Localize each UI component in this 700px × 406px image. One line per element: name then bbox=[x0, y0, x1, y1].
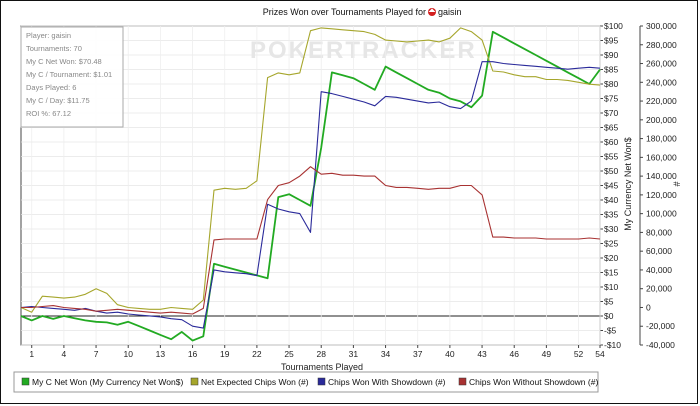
x-tick-label: 4 bbox=[62, 349, 67, 359]
money-tick-label: $60 bbox=[604, 137, 618, 147]
money-tick-label: $100 bbox=[604, 21, 623, 31]
chips-tick-label: 220,000 bbox=[646, 96, 677, 106]
money-tick-label: $0 bbox=[604, 311, 614, 321]
chips-tick-label: 20,000 bbox=[646, 284, 672, 294]
chips-tick-label: 160,000 bbox=[646, 152, 677, 162]
chips-tick-label: 140,000 bbox=[646, 171, 677, 181]
x-tick-label: 1 bbox=[29, 349, 34, 359]
legend-swatch bbox=[317, 377, 326, 386]
pokerstars-logo-icon bbox=[428, 8, 436, 16]
money-tick-label: $45 bbox=[604, 181, 618, 191]
money-tick-label: $35 bbox=[604, 210, 618, 220]
money-tick-label: $30 bbox=[604, 224, 618, 234]
chips-tick-label: 0 bbox=[646, 302, 651, 312]
money-tick-label: $25 bbox=[604, 239, 618, 249]
chips-tick-label: 280,000 bbox=[646, 40, 677, 50]
money-tick-label: $75 bbox=[604, 94, 618, 104]
chips-tick-label: 300,000 bbox=[646, 21, 677, 31]
x-tick-label: 28 bbox=[316, 349, 326, 359]
money-tick-label: $15 bbox=[604, 268, 618, 278]
chart-player-name: gaisin bbox=[438, 7, 462, 17]
legend-label: Chips Won Without Showdown (#) bbox=[469, 377, 598, 387]
x-tick-label: 49 bbox=[542, 349, 552, 359]
chart-title-group: Prizes Won over Tournaments Played for g… bbox=[263, 7, 462, 17]
money-tick-label: $5 bbox=[604, 297, 614, 307]
chips-tick-label: 200,000 bbox=[646, 115, 677, 125]
x-tick-label: 22 bbox=[252, 349, 262, 359]
x-tick-label: 13 bbox=[156, 349, 166, 359]
x-tick-label: 16 bbox=[188, 349, 198, 359]
stats-line: ROI %: 67.12 bbox=[26, 109, 71, 118]
x-tick-label: 40 bbox=[445, 349, 455, 359]
money-tick-label: $10 bbox=[604, 282, 618, 292]
chips-tick-label: 180,000 bbox=[646, 134, 677, 144]
x-tick-label: 19 bbox=[220, 349, 230, 359]
legend-swatch bbox=[458, 377, 467, 386]
stats-line: My C / Tournament: $1.01 bbox=[26, 70, 112, 79]
x-axis-title: Tournaments Played bbox=[281, 362, 363, 372]
series-line-1 bbox=[20, 30, 601, 342]
money-tick-label: -$5 bbox=[604, 326, 617, 336]
chips-tick-label: 100,000 bbox=[646, 209, 677, 219]
stats-line: Days Played: 6 bbox=[26, 83, 76, 92]
stats-box-border bbox=[20, 26, 124, 128]
money-tick-label: $50 bbox=[604, 166, 618, 176]
money-tick-label: $90 bbox=[604, 50, 618, 60]
x-tick-label: 52 bbox=[574, 349, 584, 359]
money-tick-label: $85 bbox=[604, 65, 618, 75]
chips-tick-label: -40,000 bbox=[646, 340, 675, 350]
money-tick-label: $20 bbox=[604, 253, 618, 263]
stats-line: Tournaments: 70 bbox=[26, 44, 82, 53]
legend-label: Chips Won With Showdown (#) bbox=[328, 377, 446, 387]
chips-tick-label: 60,000 bbox=[646, 246, 672, 256]
legend-swatch bbox=[190, 377, 199, 386]
stats-line: My C / Day: $11.75 bbox=[26, 96, 90, 105]
money-tick-label: $65 bbox=[604, 123, 618, 133]
y-axis-title-money: My Currency Net Won$ bbox=[623, 137, 633, 230]
chips-tick-label: 80,000 bbox=[646, 227, 672, 237]
x-tick-label: 7 bbox=[94, 349, 99, 359]
series-line-3 bbox=[20, 61, 601, 329]
money-tick-label: $55 bbox=[604, 152, 618, 162]
x-tick-label: 43 bbox=[477, 349, 487, 359]
series-line-4 bbox=[21, 166, 601, 315]
x-tick-label: 10 bbox=[123, 349, 133, 359]
series-line-2 bbox=[20, 27, 601, 313]
chips-tick-label: 40,000 bbox=[646, 265, 672, 275]
stats-line: Player: gaisin bbox=[26, 31, 71, 40]
x-tick-label: 31 bbox=[349, 349, 359, 359]
legend: My C Net Won (My Currency Net Won$) Net E… bbox=[13, 371, 599, 393]
legend-label: My C Net Won (My Currency Net Won$) bbox=[32, 377, 183, 387]
chips-tick-label: 120,000 bbox=[646, 190, 677, 200]
x-tick-label: 25 bbox=[284, 349, 294, 359]
legend-swatch bbox=[21, 377, 30, 386]
legend-label: Net Expected Chips Won (#) bbox=[201, 377, 309, 387]
chips-tick-label: -20,000 bbox=[646, 321, 675, 331]
money-tick-label: $70 bbox=[604, 108, 618, 118]
stats-box: Player: gaisin Tournaments: 70 My C Net Wo… bbox=[20, 26, 124, 128]
money-tick-label: -$10 bbox=[604, 340, 621, 350]
x-tick-label: 34 bbox=[381, 349, 391, 359]
chips-tick-label: 240,000 bbox=[646, 77, 677, 87]
x-tick-label: 37 bbox=[413, 349, 423, 359]
stats-line: My C Net Won: $70.48 bbox=[26, 57, 102, 66]
legend-box bbox=[13, 371, 599, 393]
money-tick-label: $80 bbox=[604, 79, 618, 89]
chart-title: Prizes Won over Tournaments Played for bbox=[263, 7, 426, 17]
chips-tick-label: 260,000 bbox=[646, 59, 677, 69]
x-tick-label: 54 bbox=[595, 349, 605, 359]
x-tick-label: 46 bbox=[509, 349, 519, 359]
plot-area: -$10 -$5 $0 $5 $10 $15 $20 $25 $30 $35 $40 $45 $50 $5… bbox=[20, 21, 677, 359]
y-axis-title-chips: # bbox=[672, 181, 682, 186]
money-tick-label: $40 bbox=[604, 195, 618, 205]
money-tick-label: $95 bbox=[604, 36, 618, 46]
